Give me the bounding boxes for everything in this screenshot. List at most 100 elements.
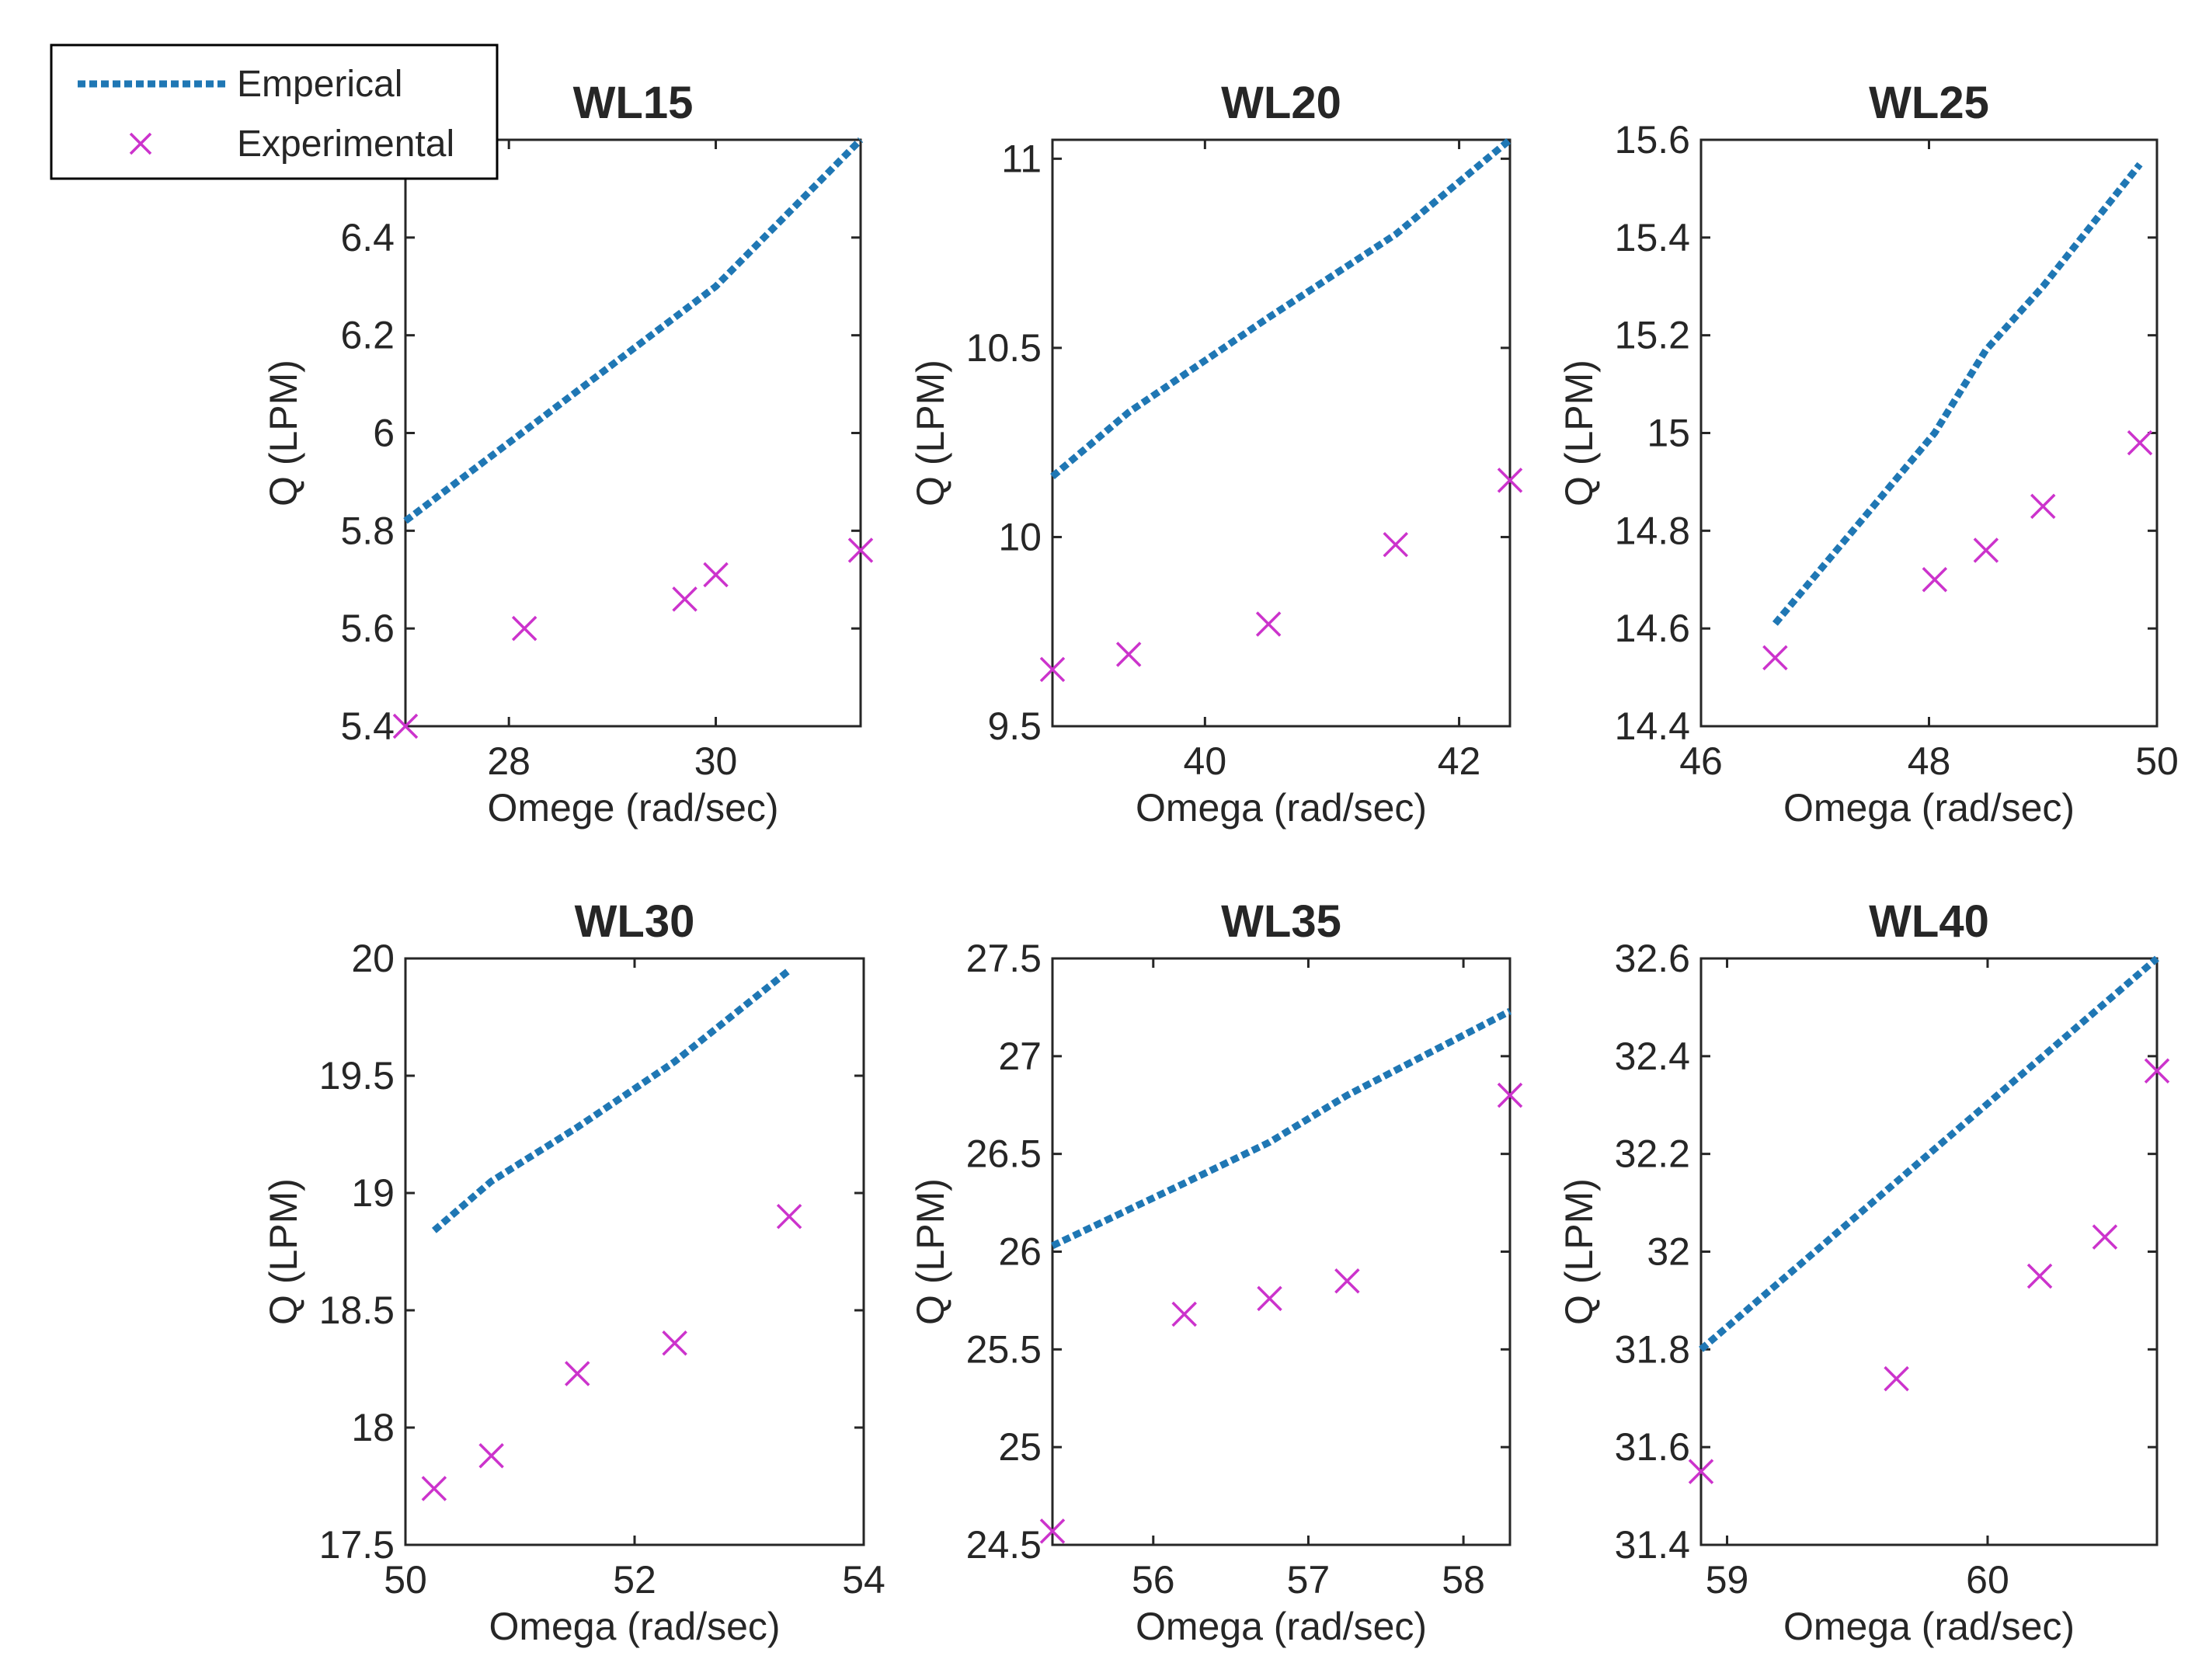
experimental-point (2030, 493, 2056, 520)
subplot-grid: 5.4 5.6 5.8 6 6.2 6.4 28 30 WL15 Omege (rad/sec) Q… (262, 78, 2179, 1648)
legend-box (50, 43, 499, 180)
experimental-point (2026, 1263, 2053, 1289)
y-tick-label: 18.5 (319, 1289, 395, 1332)
experimental-point (1973, 537, 1999, 563)
experimental-point (1257, 1285, 1282, 1312)
subplot-wl25: 14.4 14.6 14.8 15 15.2 15.4 15.6 46 48 50 WL25 Omeg… (1557, 78, 2179, 830)
experimental-point (672, 586, 697, 612)
experimental-point (2127, 430, 2153, 456)
legend-experimental-marker (129, 132, 152, 155)
y-tick-label: 17.5 (319, 1523, 395, 1567)
y-axis-label: Q (LPM) (1557, 360, 1601, 506)
axes-box (1051, 138, 1512, 728)
x-tick-label: 57 (1287, 1558, 1331, 1602)
y-tick-label: 6 (373, 412, 395, 455)
y-tick-label: 26 (998, 1230, 1042, 1274)
experimental-point (1922, 567, 1948, 593)
y-tick-label: 32.4 (1615, 1035, 1690, 1078)
emperical-line (1050, 137, 1512, 479)
x-tick-label: 30 (694, 739, 738, 783)
x-tick-label: 59 (1706, 1558, 1749, 1602)
axes-box (1699, 957, 2159, 1546)
experimental-point (1039, 1518, 1066, 1544)
emperical-line (1699, 955, 2159, 1352)
subplot-wl20: 9.5 10 10.5 11 40 42 WL20 Omega (rad/sec) Q (LPM… (909, 78, 1523, 830)
experimental-point (1762, 645, 1788, 671)
y-tick-label: 32.6 (1615, 937, 1690, 980)
y-tick-label: 25 (998, 1425, 1042, 1469)
x-tick-label: 46 (1679, 739, 1723, 783)
emperical-line (403, 137, 864, 524)
y-tick-label: 6.4 (340, 216, 395, 259)
chart-title: WL35 (1221, 896, 1341, 947)
x-tick-label: 52 (613, 1558, 656, 1602)
y-axis-label: Q (LPM) (262, 1178, 305, 1325)
experimental-point (1039, 656, 1066, 683)
x-tick-label: 50 (384, 1558, 427, 1602)
experimental-point (1383, 531, 1408, 558)
experimental-point (392, 713, 419, 739)
x-axis-label: Omega (rad/sec) (489, 1605, 780, 1648)
legend-emperical-label: Emperical (237, 64, 402, 105)
y-tick-label: 32 (1647, 1230, 1690, 1274)
x-axis-label: Omega (rad/sec) (1783, 1605, 2075, 1648)
experimental-point (2144, 1058, 2170, 1083)
experimental-point (1255, 611, 1282, 637)
x-axis-label: Omega (rad/sec) (1783, 786, 2075, 830)
experimental-point (776, 1203, 802, 1230)
experimental-point (1497, 468, 1523, 493)
experimental-point (511, 615, 537, 642)
experimental-point (1497, 1082, 1523, 1108)
experimental-point (565, 1361, 590, 1386)
y-tick-label: 27 (998, 1035, 1042, 1078)
y-tick-label: 27.5 (966, 937, 1042, 980)
x-tick-label: 50 (2135, 739, 2179, 783)
experimental-point (2092, 1224, 2118, 1250)
subplot-wl30: 17.5 18 18.5 19 19.5 20 50 52 54 WL30 Omega (rad/s… (262, 896, 885, 1648)
experimental-point (847, 537, 874, 563)
experimental-point (1688, 1459, 1714, 1484)
x-axis-label: Omega (rad/sec) (1136, 786, 1427, 830)
subplot-wl40: 31.4 31.6 31.8 32 32.2 32.4 32.6 59 60 WL40 Omega … (1557, 896, 2170, 1648)
x-tick-label: 48 (1908, 739, 1951, 783)
y-tick-label: 11 (1001, 137, 1042, 180)
y-tick-label: 5.8 (340, 509, 395, 552)
legend-experimental-label: Experimental (237, 123, 454, 165)
experimental-point (662, 1330, 687, 1356)
chart-title: WL15 (573, 78, 694, 128)
x-tick-label: 40 (1184, 739, 1227, 783)
y-tick-label: 32.2 (1615, 1132, 1690, 1176)
y-tick-label: 10.5 (966, 326, 1042, 370)
experimental-point (478, 1443, 504, 1469)
chart-title: WL25 (1869, 78, 1989, 128)
y-tick-label: 5.4 (340, 704, 395, 748)
experimental-point (1115, 642, 1142, 667)
y-tick-label: 14.4 (1615, 704, 1690, 748)
chart-title: WL40 (1869, 896, 1989, 947)
y-tick-label: 31.4 (1615, 1523, 1690, 1567)
x-axis-label: Omege (rad/sec) (487, 786, 778, 830)
chart-title: WL20 (1221, 78, 1341, 128)
experimental-point (1884, 1365, 1909, 1392)
x-tick-label: 42 (1438, 739, 1481, 783)
y-tick-label: 15 (1647, 412, 1690, 455)
y-tick-label: 5.6 (340, 607, 395, 650)
y-tick-label: 31.6 (1615, 1425, 1690, 1469)
x-axis-label: Omega (rad/sec) (1136, 1605, 1427, 1648)
emperical-line (1051, 1007, 1512, 1249)
experimental-point (1334, 1268, 1360, 1294)
x-tick-label: 58 (1442, 1558, 1485, 1602)
legend: Emperical Experimental (50, 43, 499, 180)
y-tick-label: 14.8 (1615, 509, 1690, 552)
y-tick-label: 15.2 (1615, 314, 1690, 357)
y-tick-label: 24.5 (966, 1523, 1042, 1567)
y-tick-label: 19.5 (319, 1054, 395, 1097)
y-axis-label: Q (LPM) (909, 360, 952, 506)
y-tick-label: 6.2 (340, 314, 395, 357)
experimental-point (1171, 1301, 1197, 1327)
y-tick-label: 14.6 (1615, 607, 1690, 650)
x-tick-label: 28 (487, 739, 531, 783)
y-axis-label: Q (LPM) (1557, 1178, 1601, 1325)
chart-title: WL30 (575, 896, 695, 947)
